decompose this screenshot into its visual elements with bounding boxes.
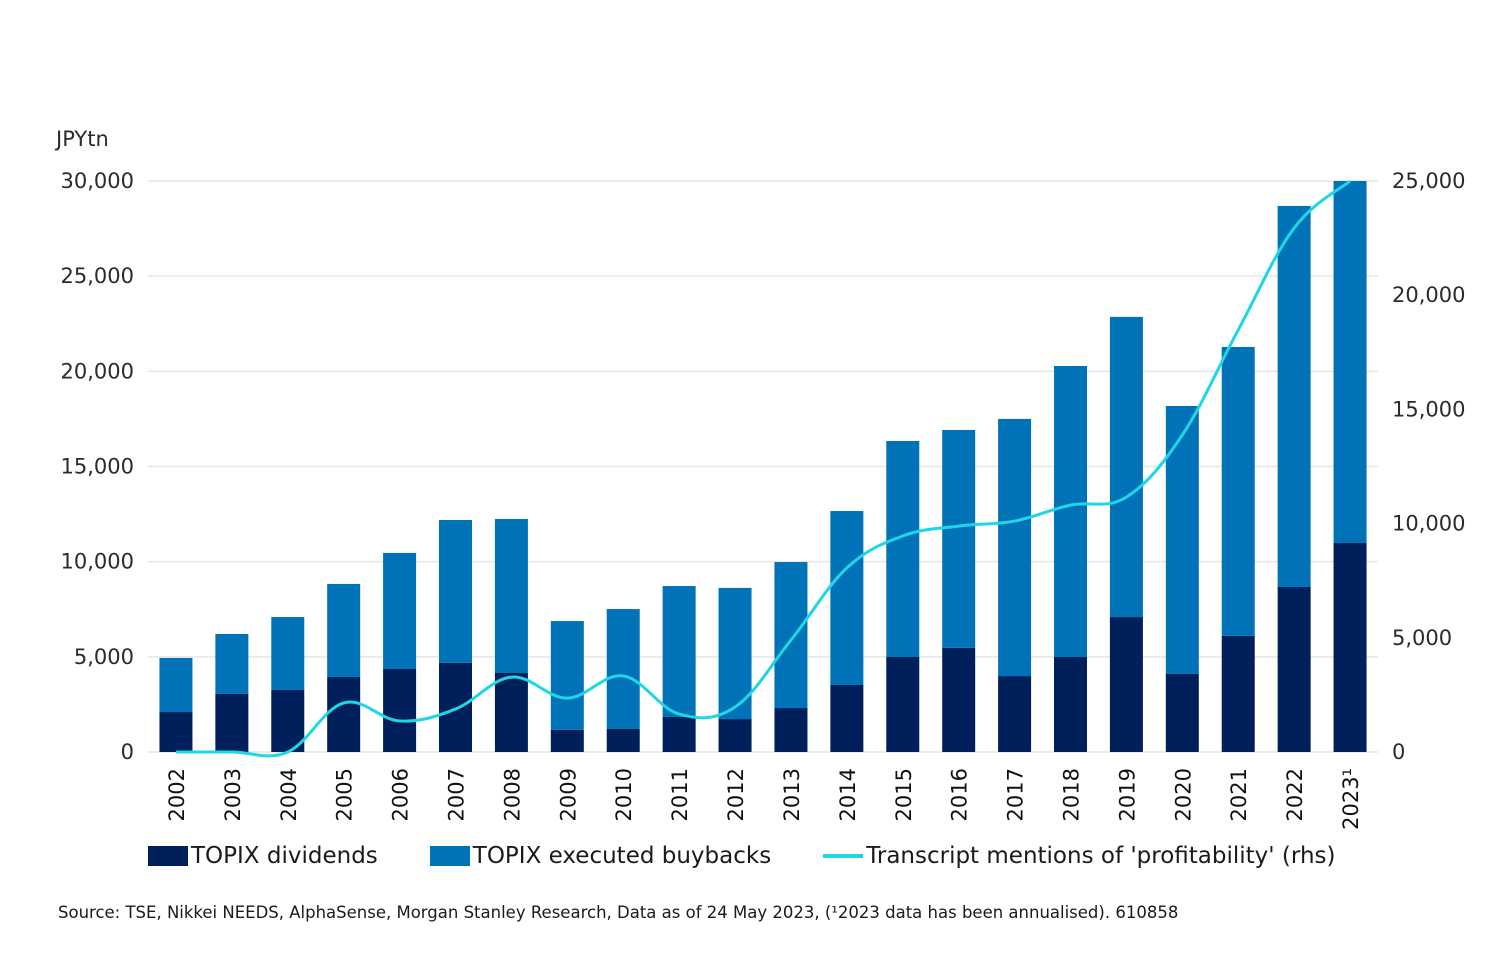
x-tick-label: 2006 [389, 768, 413, 821]
bar-dividends [327, 677, 361, 752]
bar-dividends [774, 708, 808, 752]
x-tick-label: 2019 [1115, 768, 1139, 821]
y-tick-label-right: 25,000 [1392, 169, 1465, 193]
legend-swatch-dividends [148, 846, 188, 866]
x-tick-label: 2021 [1227, 768, 1251, 821]
bar-dividends [830, 685, 864, 752]
bar-buybacks [830, 511, 864, 686]
bar-dividends [494, 673, 528, 752]
bar-dividends [215, 693, 249, 752]
legend-label-buybacks: TOPIX executed buybacks [472, 843, 772, 869]
legend-item-buybacks: TOPIX executed buybacks [429, 843, 772, 869]
x-tick-label: 2023¹ [1339, 768, 1363, 830]
bar-dividends [1277, 586, 1311, 752]
bar-buybacks [494, 519, 528, 674]
bar-buybacks [774, 562, 808, 709]
chart: JPYtn 0 5,000 10,000 15,000 20,000 25,000 30,0… [54, 127, 1465, 830]
x-tick-label: 2022 [1283, 768, 1307, 821]
bar-buybacks [606, 609, 640, 729]
bar-dividends [383, 669, 417, 752]
bar-buybacks [998, 418, 1032, 677]
x-tick-label: 2018 [1060, 768, 1084, 821]
bar-dividends [662, 716, 696, 752]
y-tick-label-right: 5,000 [1392, 626, 1452, 650]
x-tick-label: 2010 [612, 768, 636, 821]
y-tick-label-left: 30,000 [61, 169, 134, 193]
x-tick-label: 2007 [445, 768, 469, 821]
bar-buybacks [662, 586, 696, 717]
bar-dividends [1054, 657, 1087, 752]
bar-buybacks [1333, 181, 1367, 544]
y-tick-label-left: 10,000 [61, 550, 134, 574]
y-tick-label-left: 15,000 [61, 455, 134, 479]
y-tick-label-left: 5,000 [74, 645, 134, 669]
line-path-profitability [175, 179, 1352, 758]
bar-dividends [1221, 635, 1255, 752]
legend-item-profitability: Transcript mentions of 'profitability' (… [823, 843, 1336, 869]
bars [159, 181, 1367, 752]
bar-buybacks [327, 583, 361, 678]
y-tick-label-left: 0 [121, 740, 134, 764]
y-axis-unit-label: JPYtn [54, 127, 109, 151]
y-tick-label-right: 0 [1392, 740, 1405, 764]
y-tick-label-left: 20,000 [61, 359, 134, 383]
bar-buybacks [383, 552, 417, 670]
bar-buybacks [215, 633, 249, 694]
source-note: Source: TSE, Nikkei NEEDS, AlphaSense, M… [58, 903, 1179, 922]
bar-dividends [718, 719, 752, 752]
x-tick-label: 2020 [1171, 768, 1195, 821]
y-tick-label-right: 10,000 [1392, 512, 1465, 536]
x-tick-label: 2003 [221, 768, 245, 821]
bar-buybacks [271, 617, 305, 690]
bar-dividends [1165, 673, 1199, 752]
y-tick-label-left: 25,000 [61, 264, 134, 288]
bar-buybacks [1221, 346, 1255, 636]
bar-buybacks [159, 657, 193, 713]
bar-dividends [606, 728, 640, 752]
y-tick-label-right: 20,000 [1392, 283, 1465, 307]
x-axis: 2002 2003 2004 2005 2006 2007 2008 2009 2010 2011… [165, 768, 1363, 830]
bar-buybacks [886, 440, 920, 658]
bar-buybacks [550, 621, 584, 730]
legend-label-profitability: Transcript mentions of 'profitability' (… [866, 843, 1336, 869]
x-tick-label: 2013 [780, 768, 804, 821]
bar-dividends [159, 712, 193, 752]
bar-dividends [271, 689, 305, 752]
bar-dividends [886, 657, 920, 752]
bar-buybacks [942, 429, 976, 648]
legend-item-dividends: TOPIX dividends [148, 843, 378, 869]
x-tick-label: 2009 [556, 768, 580, 821]
y-tick-label-right: 15,000 [1392, 397, 1465, 421]
y-axis-right: 0 5,000 10,000 15,000 20,000 25,000 [1392, 169, 1465, 764]
legend: TOPIX dividends TOPIX executed buybacks … [148, 843, 1388, 869]
bar-dividends [1333, 543, 1367, 752]
x-tick-label: 2004 [277, 768, 301, 821]
legend-swatch-profitability-line [823, 854, 864, 858]
y-axis-left: JPYtn 0 5,000 10,000 15,000 20,000 25,000 30,0… [54, 127, 134, 764]
bar-dividends [998, 676, 1032, 752]
bar-buybacks [1165, 405, 1199, 674]
x-tick-label: 2015 [892, 768, 916, 821]
legend-swatch-buybacks [429, 846, 470, 866]
x-tick-label: 2012 [724, 768, 748, 821]
bar-buybacks [1277, 205, 1311, 587]
x-tick-label: 2016 [948, 768, 972, 821]
x-tick-label: 2002 [165, 768, 189, 821]
x-tick-label: 2011 [668, 768, 692, 821]
bar-dividends [550, 729, 584, 752]
x-tick-label: 2017 [1004, 768, 1028, 821]
bar-dividends [1109, 617, 1143, 752]
legend-label-dividends: TOPIX dividends [191, 843, 378, 869]
bar-dividends [942, 647, 976, 752]
x-tick-label: 2014 [836, 768, 860, 821]
profitability-line [175, 179, 1352, 758]
bar-buybacks [439, 519, 472, 663]
x-tick-label: 2005 [333, 768, 357, 821]
bar-buybacks [1109, 316, 1143, 618]
x-tick-label: 2008 [500, 768, 524, 821]
bar-buybacks [1054, 366, 1087, 658]
